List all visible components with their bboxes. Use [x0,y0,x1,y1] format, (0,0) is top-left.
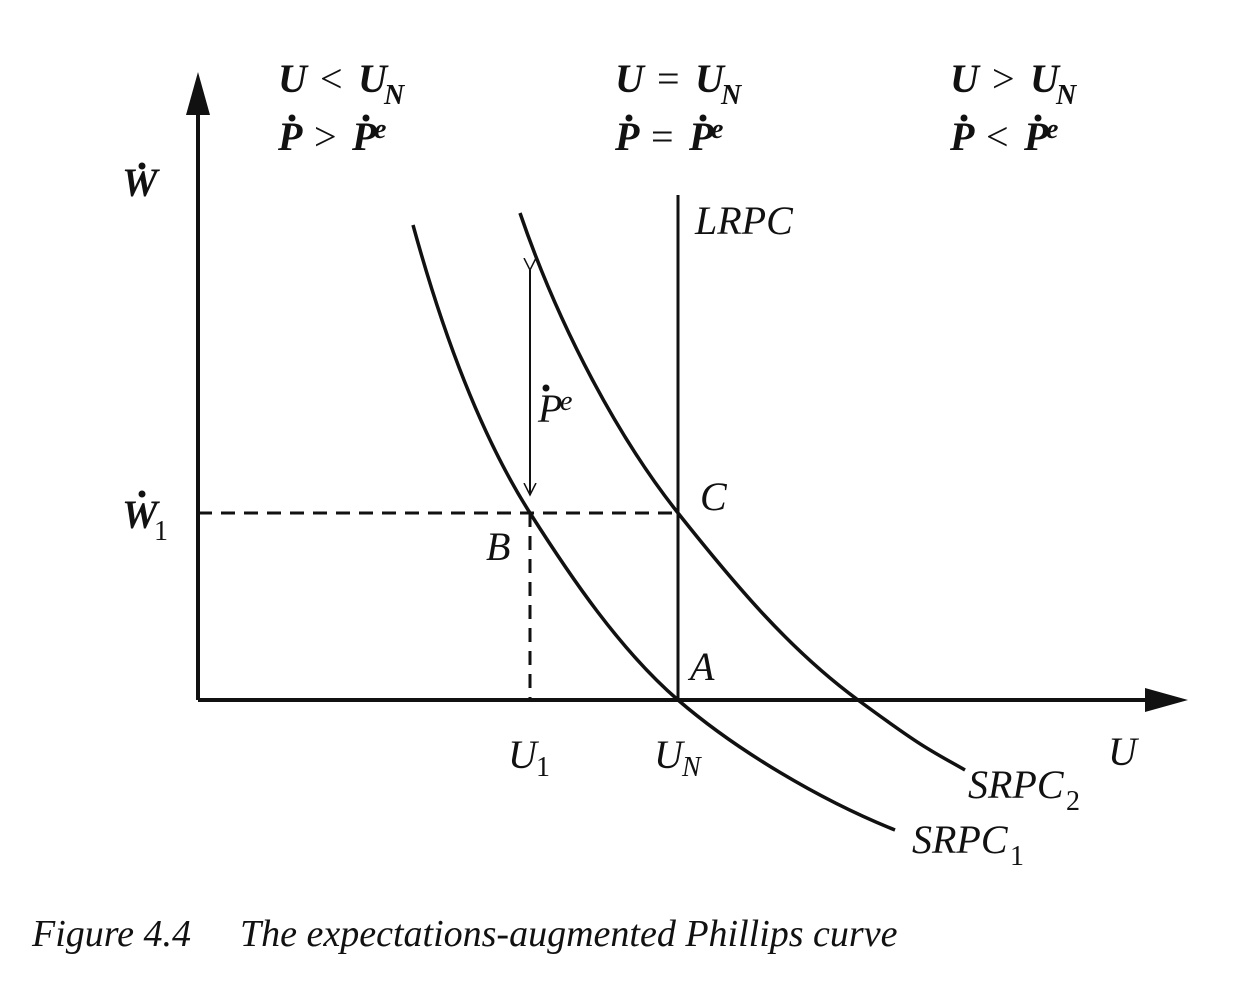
region-text: U [358,56,389,101]
region-text: U [695,56,726,101]
region-text: > [314,114,337,159]
region-text: P [688,114,714,159]
region-text: > [992,56,1015,101]
dot [288,114,296,122]
x-mark-label: U [654,732,686,777]
region-text: U [1030,56,1061,101]
x-arrow [1145,688,1188,712]
point-label: B [486,524,510,569]
region-text: < [986,114,1009,159]
region-text: e [1046,114,1058,145]
region-text: < [320,56,343,101]
region-text: N [383,80,406,111]
x-mark-label: U [508,732,540,777]
srpc2-curve [518,212,966,772]
region-text: e [374,114,386,145]
dot [1034,114,1042,122]
caption-number: Figure 4.4 [31,913,191,955]
x-axis-label: U [1108,729,1140,774]
point-label: C [700,474,728,519]
region-text: e [711,114,723,145]
dot [960,114,968,122]
region-text: P [1023,114,1049,159]
arrow-label: e [560,386,572,417]
y-arrow [186,72,210,115]
region-text: N [1055,80,1078,111]
region-text: P [614,114,640,159]
srpc1-curve [411,224,896,832]
arrow-label: P [537,386,562,431]
dot [362,114,370,122]
dot [138,490,146,498]
region-text: P [351,114,377,159]
region-text: U [278,56,309,101]
caption-title: The expectations-augmented Phillips curv… [240,913,898,955]
x-mark-sub: N [681,752,702,783]
curve-label-sub: 1 [1010,841,1024,872]
dot [625,114,633,122]
axes [186,72,1188,712]
dot [699,114,707,122]
x-mark-sub: 1 [536,752,550,783]
region-text: = [651,114,674,159]
curve-label-sub: 2 [1066,786,1080,817]
region-text: U [950,56,981,101]
y-mark-label: W [122,492,160,537]
curve-label: SRPC [968,762,1065,807]
curve-label: SRPC [912,817,1009,862]
lrpc-label: LRPC [694,198,794,243]
dot [138,162,146,170]
dot [542,384,550,392]
region-text: U [615,56,646,101]
region-text: N [720,80,743,111]
region-text: P [277,114,303,159]
region-text: P [949,114,975,159]
y-mark-sub: 1 [154,516,168,547]
region-text: = [657,56,680,101]
point-label: A [687,644,715,689]
